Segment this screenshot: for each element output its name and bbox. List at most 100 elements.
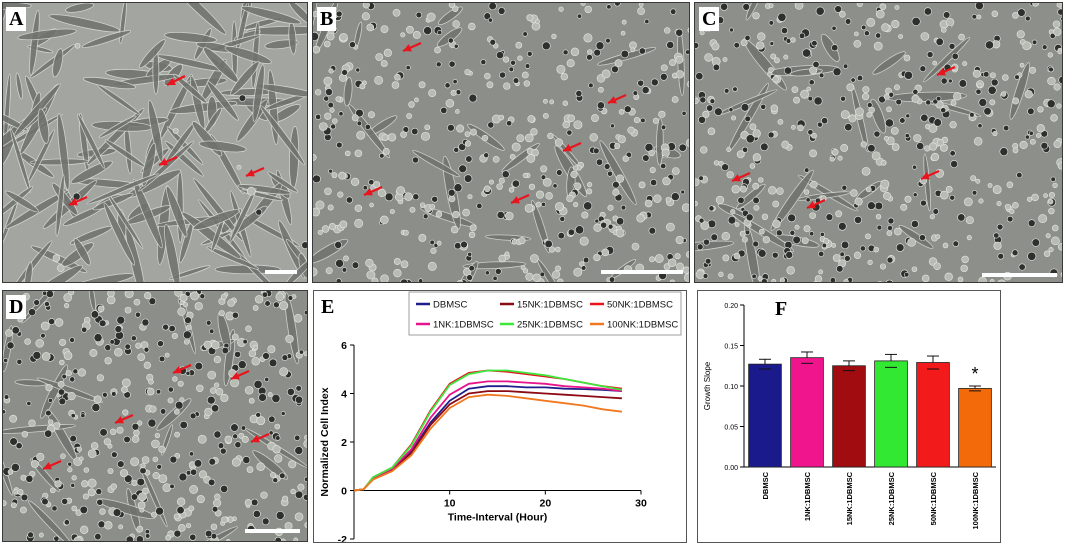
round-cell (868, 106, 875, 114)
round-cell (481, 134, 489, 142)
round-cell (540, 165, 548, 173)
round-cell (789, 230, 796, 236)
round-cell (248, 397, 255, 404)
round-cell (709, 98, 716, 104)
round-cell (835, 210, 843, 218)
round-cell (818, 269, 824, 275)
round-cell (97, 520, 106, 529)
round-cell (71, 475, 77, 481)
cell-shape (923, 36, 971, 83)
round-cell (969, 112, 975, 118)
round-cell (623, 105, 632, 113)
round-cell (650, 78, 659, 87)
round-cell (483, 12, 492, 20)
round-cell (3, 358, 9, 363)
round-cell (141, 456, 150, 464)
round-cell (245, 325, 252, 333)
x-tick-label: 1NK:1DBMSC (803, 471, 812, 521)
round-cell (976, 14, 982, 20)
round-cell (335, 258, 344, 268)
round-cell (776, 187, 784, 195)
round-cell (251, 357, 260, 366)
round-cell (863, 30, 870, 37)
round-cell (448, 60, 456, 68)
round-cell (156, 464, 162, 470)
round-cell (435, 210, 443, 218)
round-cell (452, 210, 460, 219)
round-cell (770, 104, 779, 112)
round-cell (678, 143, 687, 152)
round-cell (878, 95, 886, 104)
round-cell (708, 205, 715, 212)
round-cell (783, 66, 792, 75)
round-cell (570, 47, 580, 57)
round-cell (722, 254, 730, 262)
cell-shape (10, 128, 31, 193)
round-cell (61, 498, 69, 505)
round-cell (335, 278, 342, 282)
round-cell (771, 278, 777, 282)
round-cell (854, 197, 863, 206)
round-cell (809, 66, 818, 75)
round-cell (124, 291, 134, 299)
round-cell (1011, 249, 1019, 257)
round-cell (137, 420, 143, 426)
round-cell (958, 79, 967, 88)
round-cell (301, 241, 307, 249)
round-cell (402, 229, 409, 236)
round-cell (3, 394, 10, 400)
round-cell (586, 188, 593, 195)
round-cell (1006, 215, 1014, 223)
round-cell (532, 273, 541, 282)
round-cell (338, 171, 346, 180)
round-cell (279, 301, 289, 311)
round-cell (867, 144, 876, 153)
cell-shape (29, 158, 89, 166)
round-cell (685, 49, 689, 55)
round-cell (508, 66, 515, 73)
round-cell (522, 172, 528, 178)
chart-panel-e: E DBMSC 15NK:1DBMSC 50NK:1DBMSC 1NK:1DBMSC 2… (313, 290, 687, 546)
round-cell (412, 30, 421, 39)
round-cell (939, 190, 949, 200)
round-cell (279, 367, 289, 377)
round-cell (698, 115, 706, 124)
round-cell (182, 302, 189, 308)
round-cell (898, 34, 903, 39)
round-cell (1041, 44, 1048, 50)
round-cell (953, 92, 962, 101)
round-cell (107, 468, 114, 475)
round-cell (790, 37, 796, 43)
round-cell (652, 117, 660, 124)
round-cell (593, 253, 601, 262)
round-cell (48, 318, 56, 325)
round-cell (542, 177, 552, 187)
round-cell (267, 345, 276, 354)
round-cell (165, 534, 171, 541)
round-cell (669, 279, 675, 282)
panel-label-a: A (6, 7, 27, 31)
round-cell (237, 360, 247, 370)
round-cell (117, 460, 125, 468)
round-cell (945, 18, 955, 27)
round-cell (665, 196, 672, 203)
round-cell (966, 235, 972, 241)
round-cell (1016, 30, 1025, 39)
round-cell (1003, 125, 1010, 132)
round-cell (317, 229, 323, 235)
round-cell (458, 164, 467, 174)
round-cell (231, 457, 241, 467)
round-cell (146, 387, 155, 396)
round-cell (354, 204, 363, 212)
round-cell (770, 53, 777, 60)
round-cell (131, 479, 138, 487)
round-cell (274, 423, 281, 430)
round-cell (418, 234, 427, 242)
round-cell (768, 186, 777, 195)
round-cell (856, 74, 864, 82)
round-cell (695, 178, 700, 187)
round-cell (761, 278, 768, 282)
legend-box (408, 291, 682, 336)
round-cell (189, 533, 197, 541)
round-cell (920, 32, 930, 41)
